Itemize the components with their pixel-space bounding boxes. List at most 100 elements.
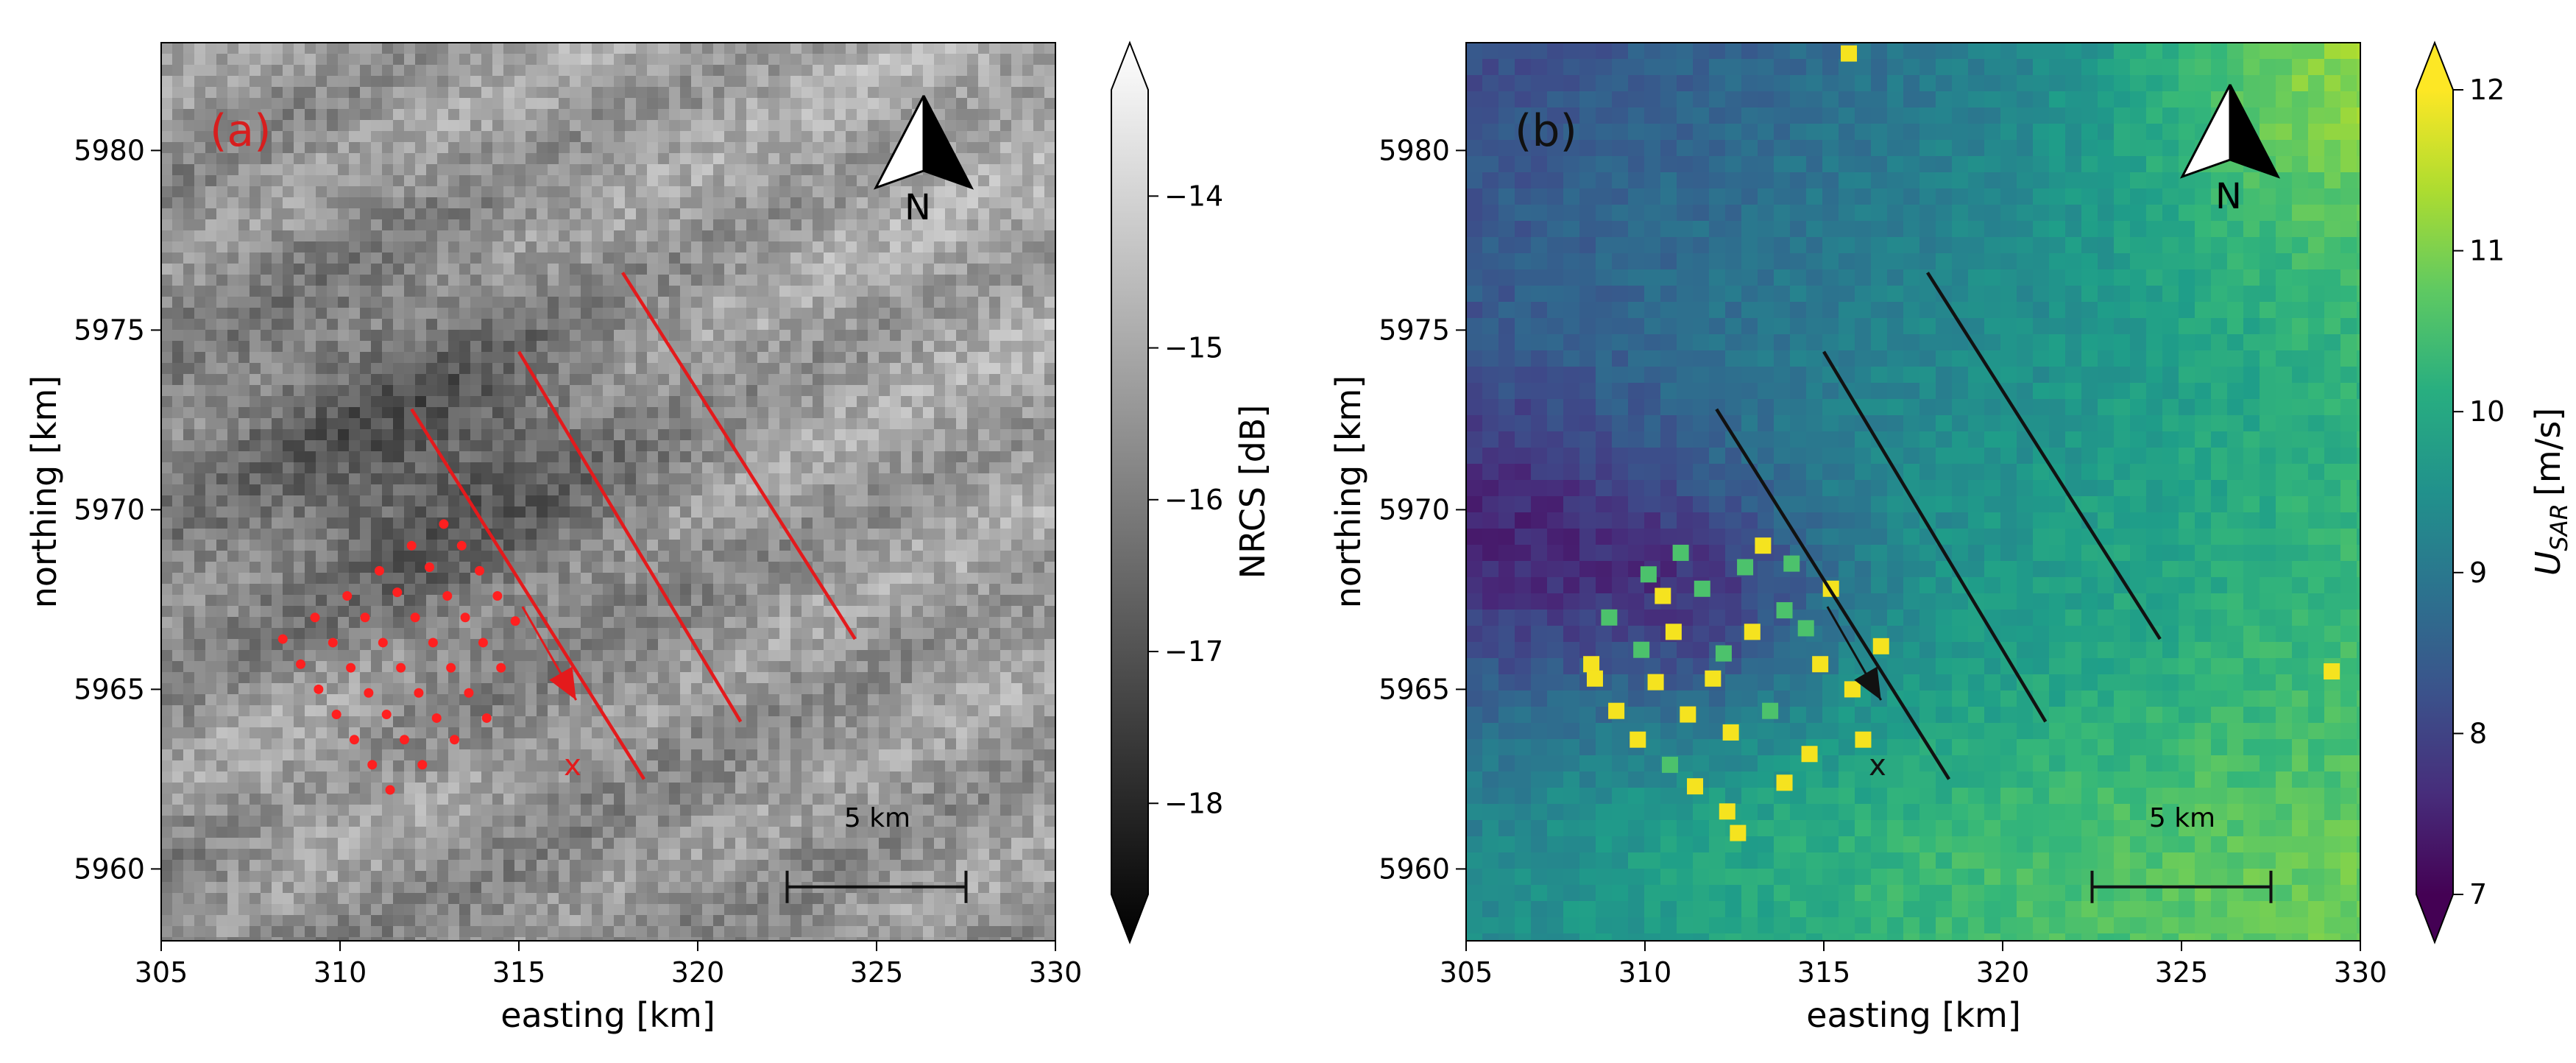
image-cell xyxy=(746,374,757,385)
image-cell xyxy=(879,330,890,341)
image-cell xyxy=(349,650,360,661)
image-cell xyxy=(1000,275,1011,286)
image-cell xyxy=(305,540,316,551)
image-cell xyxy=(1044,164,1055,175)
image-cell xyxy=(448,252,459,264)
image-cell xyxy=(691,230,702,241)
image-cell xyxy=(161,573,172,584)
image-cell xyxy=(989,396,1000,407)
image-cell xyxy=(537,241,548,252)
image-cell xyxy=(603,595,614,606)
image-cell xyxy=(172,672,183,683)
image-cell xyxy=(294,264,305,275)
image-cell xyxy=(548,308,559,319)
image-cell xyxy=(735,230,746,241)
image-cell xyxy=(757,120,768,131)
image-cell xyxy=(371,186,382,197)
image-cell xyxy=(272,562,283,573)
image-cell xyxy=(492,573,503,584)
image-cell xyxy=(857,451,868,462)
image-cell xyxy=(802,219,813,230)
image-cell xyxy=(824,120,835,131)
image-cell xyxy=(294,153,305,164)
image-cell xyxy=(724,109,735,120)
image-cell xyxy=(172,230,183,241)
image-cell xyxy=(526,241,537,252)
image-cell xyxy=(349,208,360,219)
image-cell xyxy=(790,65,802,76)
image-cell xyxy=(879,352,890,363)
image-cell xyxy=(956,595,967,606)
image-cell xyxy=(261,518,272,529)
image-cell xyxy=(768,628,779,639)
image-cell xyxy=(216,584,227,595)
image-cell xyxy=(1000,153,1011,164)
image-cell xyxy=(890,396,901,407)
image-cell xyxy=(382,109,393,120)
image-cell xyxy=(967,429,978,440)
image-cell xyxy=(238,120,250,131)
image-cell xyxy=(757,661,768,672)
image-cell xyxy=(824,462,835,473)
image-cell xyxy=(879,595,890,606)
image-cell xyxy=(724,407,735,418)
image-cell xyxy=(934,540,945,551)
image-cell xyxy=(890,473,901,484)
image-cell xyxy=(371,65,382,76)
image-cell xyxy=(790,374,802,385)
image-cell xyxy=(735,87,746,98)
image-cell xyxy=(1022,672,1033,683)
image-cell xyxy=(790,462,802,473)
image-cell xyxy=(813,529,824,540)
image-cell xyxy=(294,506,305,518)
image-cell xyxy=(614,341,625,352)
image-cell xyxy=(768,54,779,65)
image-cell xyxy=(901,705,912,716)
image-cell xyxy=(448,153,459,164)
image-cell xyxy=(349,352,360,363)
image-cell xyxy=(625,551,636,562)
image-cell xyxy=(768,142,779,153)
image-cell xyxy=(757,672,768,683)
image-cell xyxy=(625,506,636,518)
image-cell xyxy=(161,462,172,473)
image-cell xyxy=(757,297,768,308)
image-cell xyxy=(735,197,746,208)
image-cell xyxy=(570,374,581,385)
image-cell xyxy=(967,219,978,230)
image-cell xyxy=(216,385,227,396)
image-cell xyxy=(338,330,349,341)
image-cell xyxy=(503,650,514,661)
image-cell xyxy=(581,197,592,208)
image-cell xyxy=(537,540,548,551)
image-cell xyxy=(272,716,283,727)
image-cell xyxy=(316,628,327,639)
image-cell xyxy=(967,363,978,374)
image-cell xyxy=(459,286,470,297)
image-cell xyxy=(1022,694,1033,705)
image-cell xyxy=(768,164,779,175)
image-cell xyxy=(647,164,658,175)
image-cell xyxy=(702,374,713,385)
image-cell xyxy=(680,241,691,252)
image-cell xyxy=(183,164,194,175)
image-cell xyxy=(537,76,548,87)
image-cell xyxy=(172,606,183,617)
image-cell xyxy=(1011,252,1022,264)
image-cell xyxy=(779,120,790,131)
image-cell xyxy=(835,164,846,175)
image-cell xyxy=(349,628,360,639)
image-cell xyxy=(205,407,216,418)
image-cell xyxy=(603,131,614,142)
image-cell xyxy=(238,683,250,694)
image-cell xyxy=(835,672,846,683)
image-cell xyxy=(316,606,327,617)
image-cell xyxy=(790,473,802,484)
image-cell xyxy=(813,363,824,374)
image-cell xyxy=(647,462,658,473)
image-cell xyxy=(989,131,1000,142)
image-cell xyxy=(481,109,492,120)
image-cell xyxy=(790,252,802,264)
image-cell xyxy=(559,142,570,153)
image-cell xyxy=(691,672,702,683)
